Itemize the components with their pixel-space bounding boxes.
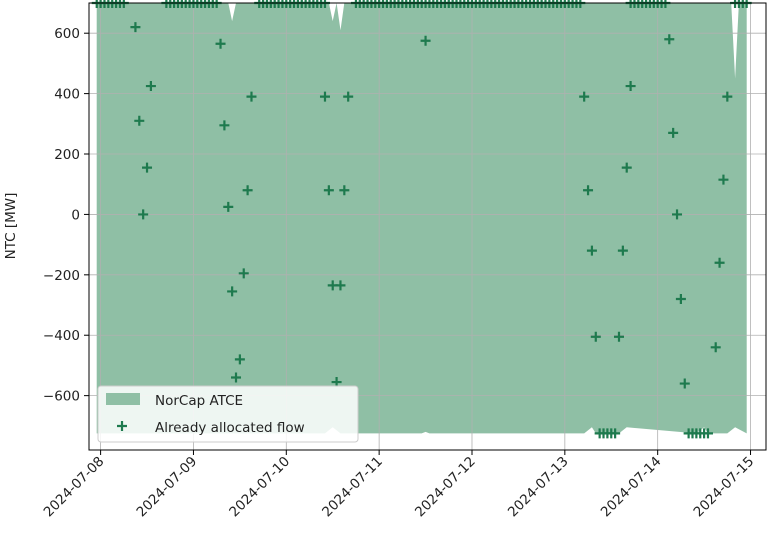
flow-marker [319,91,330,102]
y-tick-label: 200 [54,147,80,163]
flow-marker [702,428,713,439]
flow-marker [223,201,234,212]
ntc-area [96,3,747,434]
flow-marker [343,91,354,102]
flow-marker [672,209,683,220]
plot-frame [88,2,767,451]
legend-area-swatch [106,393,140,405]
y-axis-label: NTC [MW] [3,193,19,260]
flow-marker [234,354,245,365]
x-tick-label: 2024-07-10 [226,454,293,521]
flow-marker [238,268,249,279]
y-tick-label: 0 [71,207,80,223]
flow-marker [215,38,226,49]
y-tick-label: 400 [54,87,80,103]
flow-marker [664,34,675,45]
flow-marker [420,35,431,46]
x-tick-label: 2024-07-15 [691,454,758,521]
flow-marker [621,162,632,173]
flow-marker [219,120,230,131]
legend-marker-plus-icon [117,421,127,431]
flow-marker [617,245,628,256]
legend: NorCap ATCE Already allocated flow [97,385,359,443]
grid-layer [89,3,766,450]
x-tick-label: 2024-07-08 [41,454,108,521]
flow-marker [590,331,601,342]
flow-marker [134,115,145,126]
x-tick-label: 2024-07-13 [505,454,572,521]
flow-marker [246,91,257,102]
flow-marker [335,280,346,291]
flow-marker [138,209,149,220]
flow-marker [117,421,127,431]
legend-area-label: NorCap ATCE [155,393,243,409]
x-tick-label: 2024-07-14 [598,454,665,521]
x-tick-label: 2024-07-12 [412,454,479,521]
flow-marker [718,174,729,185]
flow-marker [331,377,342,388]
y-tick-label: −400 [43,328,80,344]
flow-marker [613,331,624,342]
flow-marker [586,245,597,256]
flow-marker [679,378,690,389]
x-tick-label: 2024-07-11 [319,454,386,521]
x-tick-layer: 2024-07-08 2024-07-09 2024-07-10 2024-07-11… [41,450,758,521]
y-tick-label: −600 [43,389,80,405]
flow-marker [625,81,636,92]
flow-marker [610,428,621,439]
legend-marker-label: Already allocated flow [155,420,305,436]
flow-marker [231,372,242,383]
flow-marker [130,22,141,33]
flow-marker [242,185,253,196]
x-tick-label: 2024-07-09 [133,454,200,521]
flow-marker [714,257,725,268]
legend-box [97,385,359,443]
flow-marker [668,127,679,138]
flow-marker [227,286,238,297]
y-tick-layer: 600 400 200 0 −200 −400 −600 [43,26,89,405]
y-tick-label: −200 [43,268,80,284]
y-tick-label: 600 [54,26,80,42]
flow-marker [323,185,334,196]
flow-marker [145,81,156,92]
flow-marker [339,185,350,196]
flow-marker [710,342,721,353]
flow-marker [583,185,594,196]
flow-marker [142,162,153,173]
flow-marker [722,91,733,102]
flow-marker [675,293,686,304]
plot-area-layer [96,3,747,434]
flow-marker [579,91,590,102]
